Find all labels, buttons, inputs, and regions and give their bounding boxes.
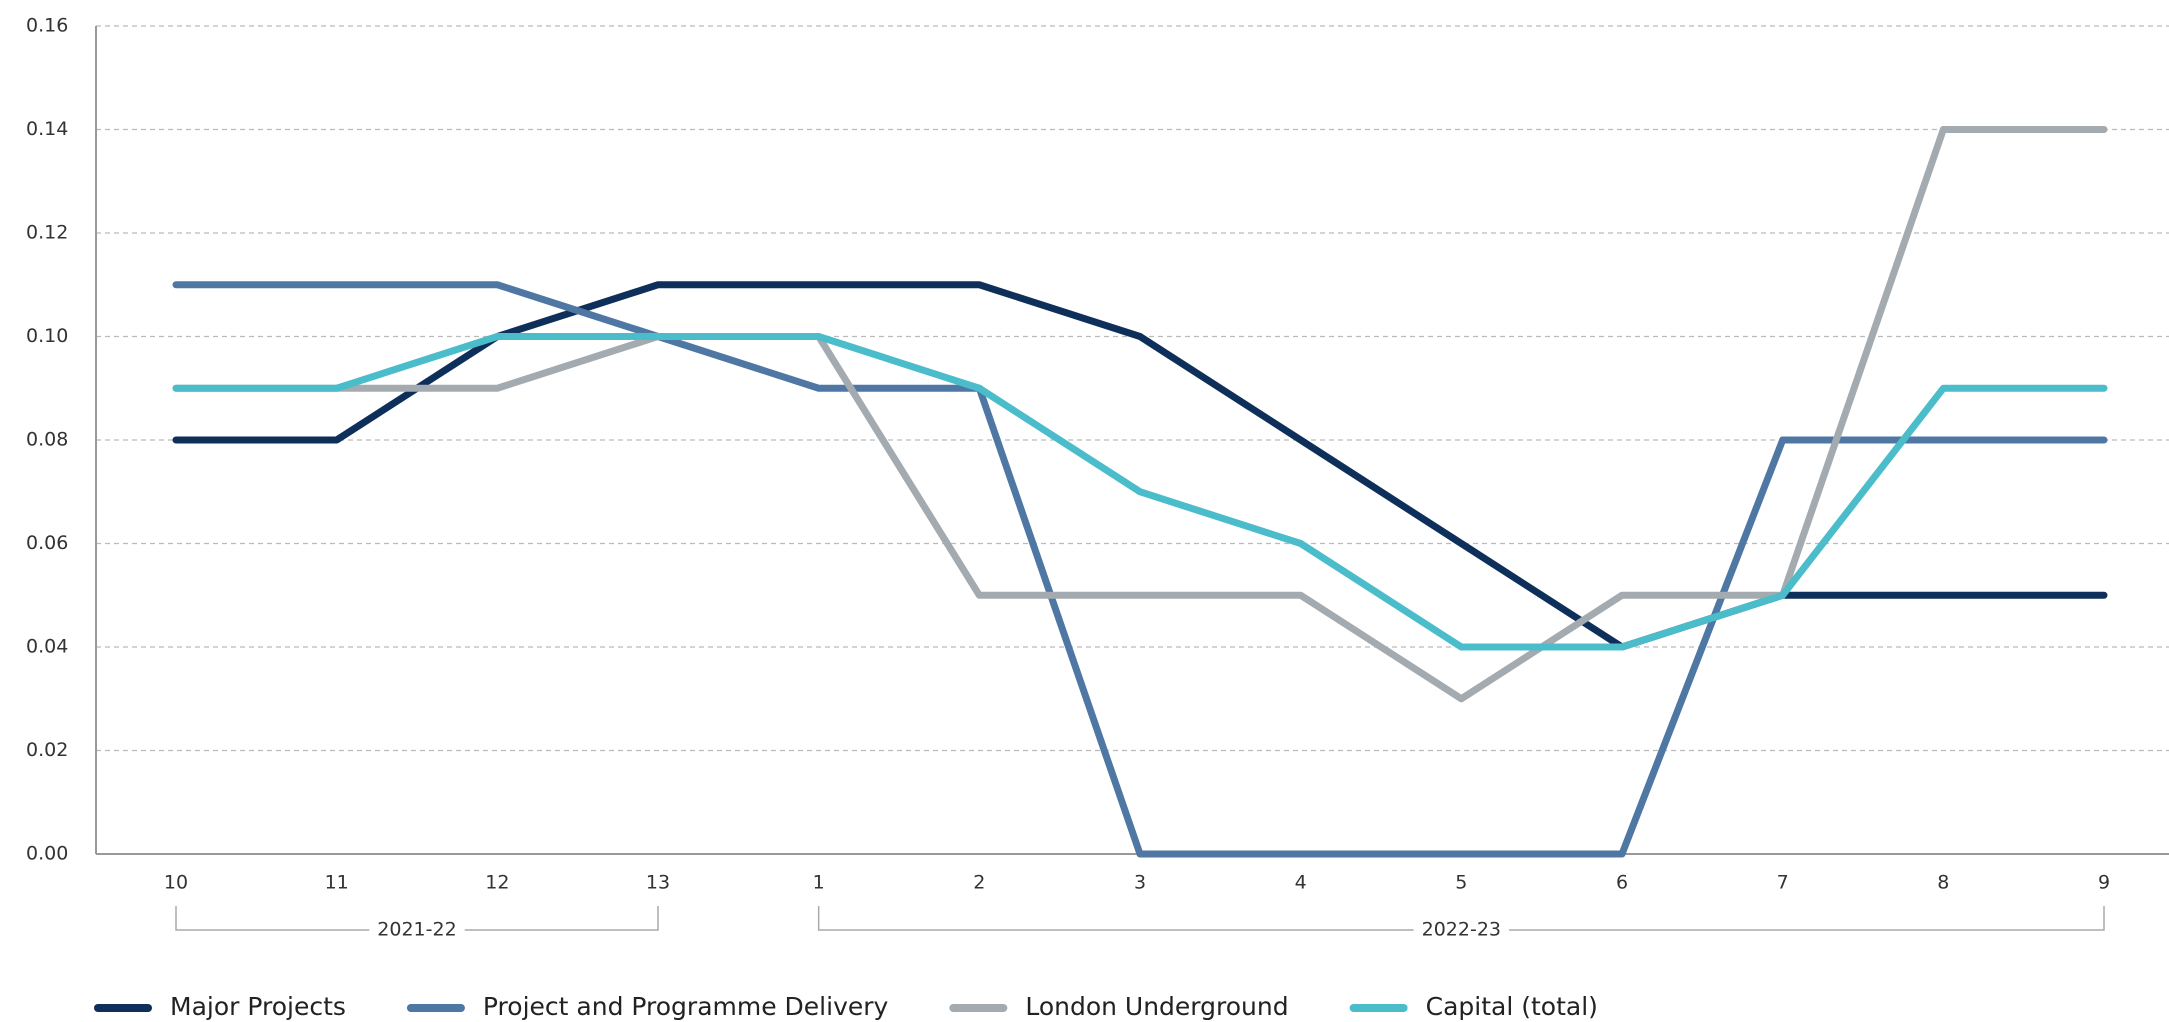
x-tick-label: 5	[1455, 872, 1467, 894]
x-tick-label: 3	[1134, 872, 1146, 894]
x-tick-label: 13	[646, 872, 670, 894]
x-tick-label: 11	[325, 872, 349, 894]
x-tick-label: 10	[164, 872, 188, 894]
y-tick-label: 0.06	[26, 532, 68, 554]
x-tick-label: 12	[485, 872, 509, 894]
group-label: 2022-23	[1422, 919, 1501, 941]
legend-label: Major Projects	[170, 992, 346, 1021]
x-tick-label: 1	[813, 872, 825, 894]
group-label-bg	[369, 918, 465, 941]
legend-label: Capital (total)	[1426, 992, 1598, 1021]
y-tick-label: 0.00	[26, 843, 68, 865]
x-tick-label: 7	[1777, 872, 1789, 894]
series-line	[172, 281, 2108, 858]
series-line	[172, 333, 2108, 651]
x-tick-label: 9	[2098, 872, 2110, 894]
legend-label: London Underground	[1025, 992, 1288, 1021]
x-tick-label: 4	[1295, 872, 1307, 894]
legend-label: Project and Programme Delivery	[483, 992, 889, 1021]
group-label: 2021-22	[377, 919, 456, 941]
series-line	[172, 126, 2108, 703]
y-tick-label: 0.08	[26, 429, 68, 451]
y-tick-label: 0.16	[26, 15, 68, 37]
x-tick-label: 8	[1937, 872, 1949, 894]
y-tick-label: 0.04	[26, 636, 68, 658]
x-tick-label: 6	[1616, 872, 1628, 894]
group-label-bg	[1413, 918, 1510, 941]
y-tick-label: 0.02	[26, 739, 68, 761]
y-tick-label: 0.12	[26, 222, 68, 244]
y-tick-label: 0.10	[26, 325, 68, 347]
y-tick-label: 0.14	[26, 118, 68, 140]
x-tick-label: 2	[973, 872, 985, 894]
